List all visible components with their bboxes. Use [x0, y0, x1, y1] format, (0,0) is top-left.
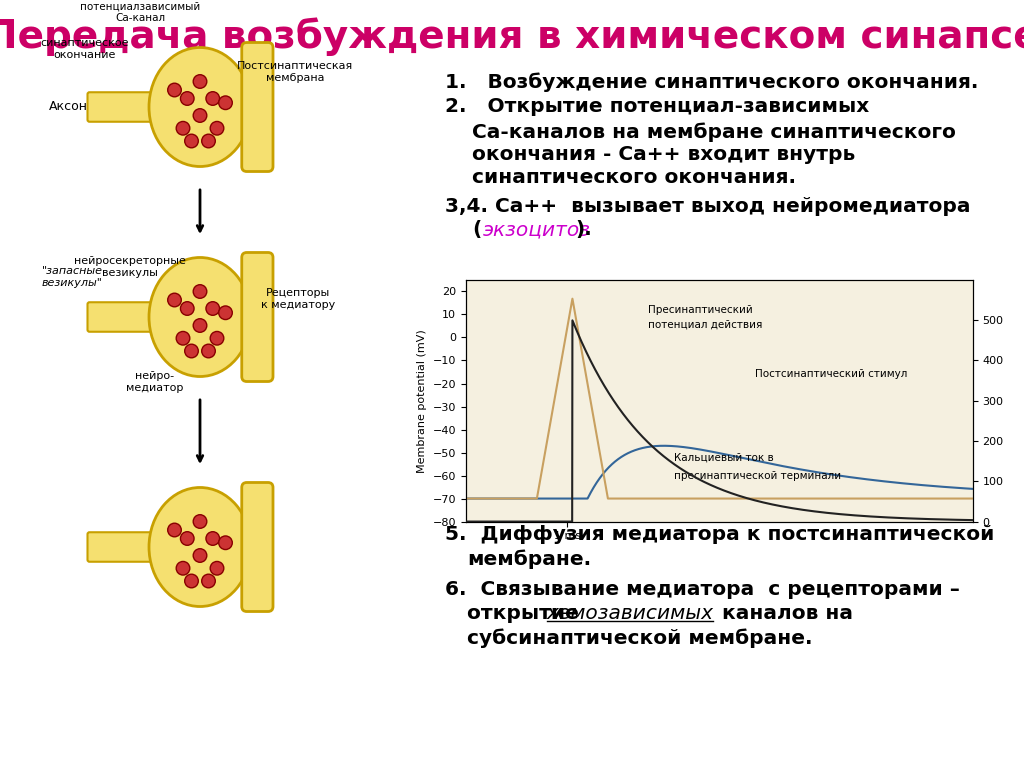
Text: хемозависимых: хемозависимых [547, 604, 714, 623]
Circle shape [168, 523, 181, 537]
Circle shape [194, 319, 207, 332]
FancyBboxPatch shape [87, 302, 160, 332]
Text: потенциалзависимый
Ca-канал: потенциалзависимый Ca-канал [80, 2, 200, 23]
Text: Передача возбуждения в химическом синапсе: Передача возбуждения в химическом синапс… [0, 18, 1024, 56]
Circle shape [202, 344, 215, 357]
Circle shape [194, 515, 207, 528]
Text: каналов на: каналов на [715, 604, 853, 623]
Text: потенциал действия: потенциал действия [648, 319, 763, 329]
Text: Са-каналов на мембране синаптического: Са-каналов на мембране синаптического [472, 122, 955, 142]
Circle shape [168, 83, 181, 97]
Text: Постсинаптический стимул: Постсинаптический стимул [755, 369, 907, 380]
Circle shape [202, 574, 215, 588]
FancyBboxPatch shape [242, 252, 273, 381]
Circle shape [168, 293, 181, 307]
Circle shape [219, 306, 232, 320]
Circle shape [194, 109, 207, 122]
Text: открытие: открытие [467, 604, 586, 623]
Text: синаптическое
окончание: синаптическое окончание [41, 38, 129, 60]
Circle shape [210, 121, 224, 135]
FancyBboxPatch shape [87, 92, 160, 122]
Text: Пресинаптический: Пресинаптический [648, 305, 753, 315]
Circle shape [176, 331, 189, 345]
Circle shape [184, 344, 199, 357]
FancyBboxPatch shape [242, 42, 273, 172]
Ellipse shape [150, 48, 251, 166]
Text: Аксон: Аксон [48, 100, 87, 114]
Text: (: ( [472, 220, 481, 239]
Text: ).: ). [575, 220, 592, 239]
Ellipse shape [150, 258, 251, 377]
Circle shape [202, 134, 215, 148]
Ellipse shape [150, 488, 251, 607]
Circle shape [176, 561, 189, 575]
Circle shape [206, 532, 219, 545]
Circle shape [194, 548, 207, 562]
Circle shape [180, 532, 195, 545]
Text: нейро-
медиатор: нейро- медиатор [126, 371, 183, 393]
Circle shape [219, 536, 232, 549]
Circle shape [219, 96, 232, 110]
Text: Постсинаптическая
мембрана: Постсинаптическая мембрана [237, 61, 353, 83]
Text: 6.  Связывание медиатора  с рецепторами –: 6. Связывание медиатора с рецепторами – [445, 580, 959, 599]
Text: 1.   Возбуждение синаптического окончания.: 1. Возбуждение синаптического окончания. [445, 72, 978, 91]
Circle shape [184, 134, 199, 148]
Circle shape [206, 301, 219, 315]
Circle shape [194, 285, 207, 298]
Text: мембране.: мембране. [467, 549, 591, 568]
Text: Кальциевый ток в: Кальциевый ток в [674, 452, 773, 463]
Circle shape [180, 92, 195, 105]
Text: 2.   Открытие потенциал-зависимых: 2. Открытие потенциал-зависимых [445, 97, 869, 116]
Text: "запасные
везикулы": "запасные везикулы" [42, 266, 102, 288]
Text: экзоцитоз: экзоцитоз [483, 220, 591, 239]
Text: 5.  Диффузия медиатора к постсинаптической: 5. Диффузия медиатора к постсинаптическо… [445, 525, 994, 544]
Y-axis label: Membrane potential (mV): Membrane potential (mV) [417, 329, 427, 472]
FancyBboxPatch shape [87, 532, 160, 561]
Circle shape [180, 301, 195, 315]
Circle shape [194, 74, 207, 88]
Text: синаптического окончания.: синаптического окончания. [472, 168, 796, 187]
Text: Рецепторы
к медиатору: Рецепторы к медиатору [261, 288, 335, 310]
Circle shape [210, 331, 224, 345]
Text: 3,4. Са++  вызывает выход нейромедиатора: 3,4. Са++ вызывает выход нейромедиатора [445, 197, 971, 216]
Text: окончания - Са++ входит внутрь: окончания - Са++ входит внутрь [472, 145, 855, 164]
Text: нейросекреторные
везикулы: нейросекреторные везикулы [74, 256, 186, 278]
FancyBboxPatch shape [242, 482, 273, 611]
Circle shape [210, 561, 224, 575]
Circle shape [176, 121, 189, 135]
Circle shape [206, 92, 219, 105]
Circle shape [184, 574, 199, 588]
Text: субсинаптической мембране.: субсинаптической мембране. [467, 628, 812, 647]
Text: пресинаптической терминали: пресинаптической терминали [674, 471, 841, 481]
